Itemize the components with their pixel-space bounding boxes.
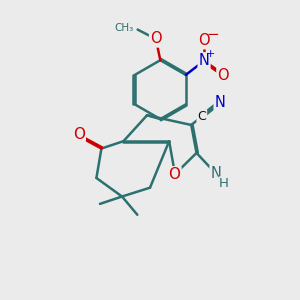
Text: O: O [218, 68, 229, 83]
Text: O: O [198, 33, 210, 48]
Text: CH₃: CH₃ [114, 23, 133, 33]
Text: N: N [214, 94, 226, 110]
Text: C: C [197, 110, 206, 123]
Text: O: O [73, 127, 85, 142]
Text: −: − [206, 27, 219, 42]
Text: N: N [211, 166, 221, 181]
Text: +: + [206, 49, 215, 59]
Text: N: N [199, 53, 209, 68]
Text: H: H [219, 177, 229, 190]
Text: O: O [150, 32, 162, 46]
Text: O: O [168, 167, 180, 182]
